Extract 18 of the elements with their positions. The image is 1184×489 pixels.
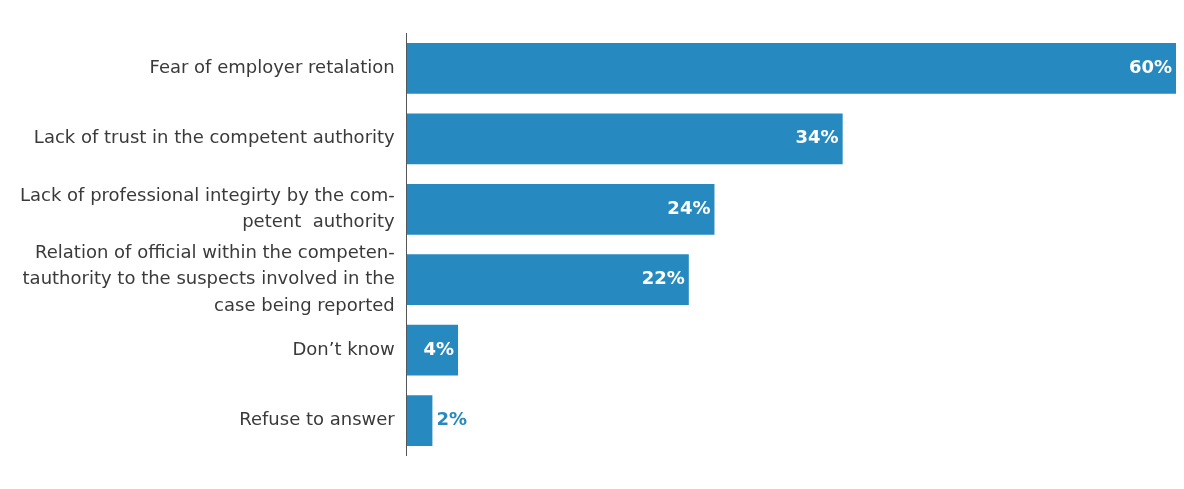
data-label: 4%	[423, 337, 455, 359]
y-tick-label: Lack of trust in the competent authority	[33, 126, 396, 148]
data-label: 22%	[641, 267, 685, 289]
y-tick-label: Relation of official within the competen- tauthority to the suspects involved in the case being reported	[22, 241, 395, 315]
bar	[406, 395, 433, 447]
bar	[406, 113, 843, 165]
bar	[406, 183, 715, 235]
y-tick-label: Fear of employer retalation	[149, 55, 395, 77]
bar	[406, 42, 1176, 94]
data-label: 24%	[667, 196, 711, 218]
data-label: 2%	[436, 408, 467, 430]
y-tick-label: Refuse to answer	[239, 408, 396, 430]
y-tick-label: Don’t know	[292, 337, 395, 359]
data-label: 34%	[795, 126, 839, 148]
data-label: 60%	[1128, 55, 1172, 77]
bar	[406, 254, 689, 306]
y-tick-label: Lack of professional integirty by the com- petent authority	[19, 183, 396, 231]
bar	[406, 324, 459, 376]
